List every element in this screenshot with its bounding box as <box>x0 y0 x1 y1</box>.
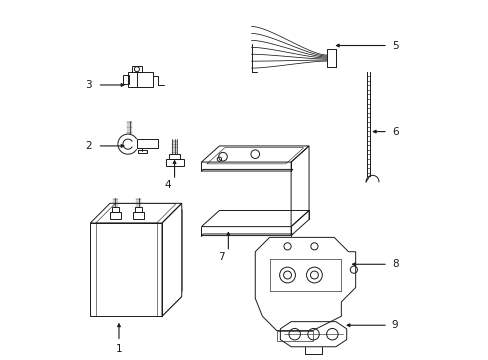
Bar <box>169 154 180 159</box>
Bar <box>137 139 158 148</box>
Text: 8: 8 <box>391 259 398 269</box>
Text: 1: 1 <box>116 343 122 354</box>
Bar <box>133 212 144 220</box>
Bar <box>128 72 153 87</box>
Bar <box>112 207 119 212</box>
Text: 7: 7 <box>218 252 225 262</box>
Bar <box>131 66 142 72</box>
Text: 9: 9 <box>391 320 398 330</box>
Bar <box>138 149 147 153</box>
Bar <box>135 207 142 212</box>
Bar <box>110 212 121 220</box>
Bar <box>90 223 162 316</box>
Bar <box>122 75 129 84</box>
Bar <box>165 159 183 166</box>
Text: 6: 6 <box>391 127 398 136</box>
Text: 4: 4 <box>164 180 171 190</box>
Bar <box>326 49 335 67</box>
Text: 5: 5 <box>391 41 398 50</box>
Text: 3: 3 <box>85 80 92 90</box>
Text: 2: 2 <box>85 141 92 151</box>
